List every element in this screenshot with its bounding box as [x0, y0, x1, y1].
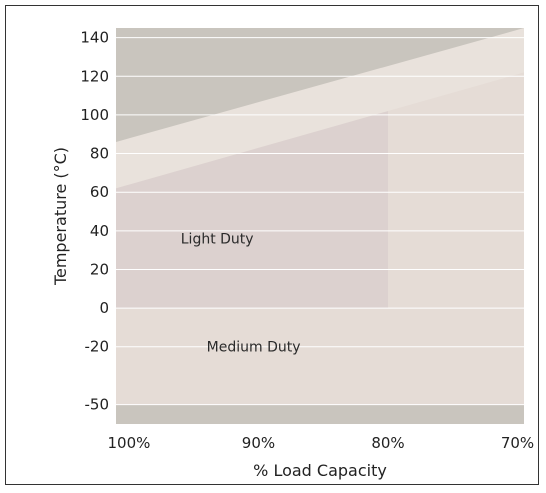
y-axis-label: Temperature (°C) [51, 147, 70, 286]
region-label-medium: Medium Duty [207, 340, 301, 356]
x-tick-label: 70% [501, 434, 534, 452]
y-tick-label: 120 [80, 67, 109, 85]
x-axis-ticks: 100% 90% 80% 70% [108, 434, 535, 452]
chart-frame: Medium Duty Light Duty 140 120 100 80 60 40 20 0… [5, 5, 539, 485]
y-tick-label: 40 [90, 222, 109, 240]
x-axis-label: % Load Capacity [253, 461, 387, 480]
temperature-load-chart: Medium Duty Light Duty 140 120 100 80 60 40 20 0… [51, 28, 535, 480]
y-tick-label: 60 [90, 183, 109, 201]
y-tick-label: 140 [80, 29, 109, 47]
y-tick-label: 20 [90, 260, 109, 278]
x-tick-label: 100% [108, 434, 151, 452]
x-tick-label: 90% [242, 434, 275, 452]
region-labels: Medium Duty Light Duty [181, 232, 301, 356]
duty-regions [116, 28, 524, 405]
y-axis-ticks: 140 120 100 80 60 40 20 0 -20 -50 [80, 29, 109, 414]
y-tick-label: 100 [80, 106, 109, 124]
y-tick-label: -20 [85, 338, 110, 356]
x-tick-label: 80% [371, 434, 404, 452]
y-tick-label: 80 [90, 145, 109, 163]
y-tick-label: 0 [99, 299, 109, 317]
gridlines [116, 37, 524, 406]
region-label-light: Light Duty [181, 232, 254, 248]
region-light-duty [116, 111, 388, 309]
y-tick-label: -50 [85, 396, 110, 414]
